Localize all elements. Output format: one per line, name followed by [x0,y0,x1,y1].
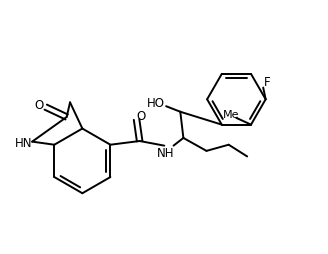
Text: O: O [34,99,44,112]
Text: HN: HN [15,137,32,150]
Text: F: F [264,75,270,89]
Text: HO: HO [147,97,165,110]
Text: O: O [136,110,146,123]
Text: NH: NH [156,147,174,160]
Text: Me: Me [222,110,239,120]
